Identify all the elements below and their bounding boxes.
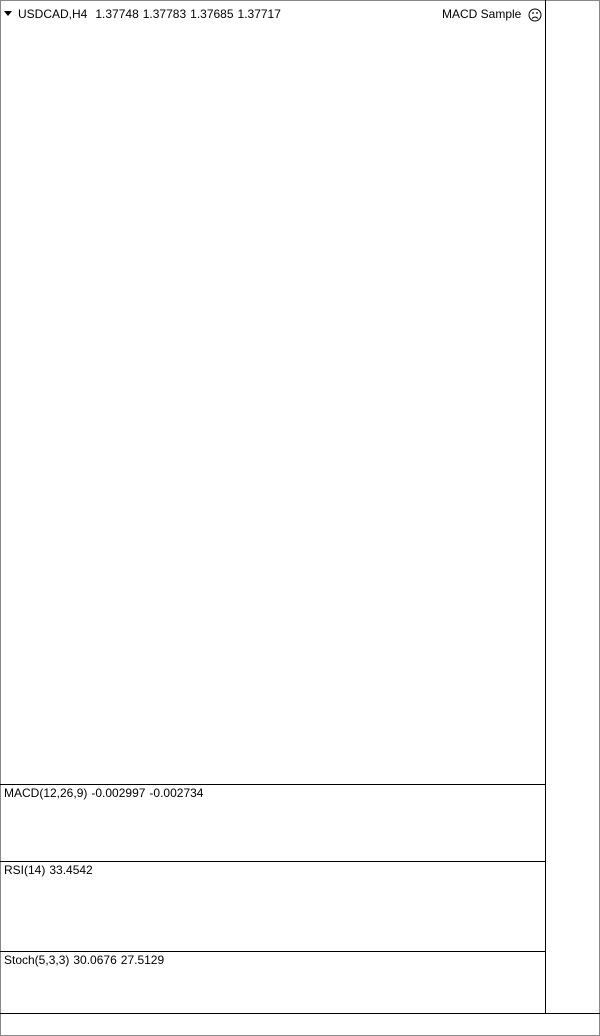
chart-header: USDCAD,H4 1.37748 1.37783 1.37685 1.37717 (18, 7, 281, 21)
stoch-header: Stoch(5,3,3) 30.0676 27.5129 (4, 953, 164, 967)
rsi-title: RSI(14) (4, 863, 45, 877)
last-low: 1.37685 (190, 7, 234, 21)
menu-arrow[interactable] (4, 11, 12, 16)
last-close: 1.37717 (238, 7, 282, 21)
symbol-title: USDCAD,H4 (18, 7, 88, 21)
rsi-header: RSI(14) 33.4542 (4, 863, 93, 877)
expert-name: MACD Sample (442, 7, 522, 21)
stoch-signal-value: 27.5129 (121, 953, 165, 967)
macd-title: MACD(12,26,9) (4, 786, 87, 800)
expert-icon[interactable] (528, 8, 542, 22)
last-open: 1.37748 (95, 7, 139, 21)
stoch-title: Stoch(5,3,3) (4, 953, 69, 967)
last-high: 1.37783 (143, 7, 187, 21)
macd-signal-value: -0.002734 (149, 786, 203, 800)
macd-header: MACD(12,26,9) -0.002997 -0.002734 (4, 786, 204, 800)
stoch-main-value: 30.0676 (73, 953, 117, 967)
rsi-value: 33.4542 (49, 863, 93, 877)
macd-value: -0.002997 (91, 786, 145, 800)
